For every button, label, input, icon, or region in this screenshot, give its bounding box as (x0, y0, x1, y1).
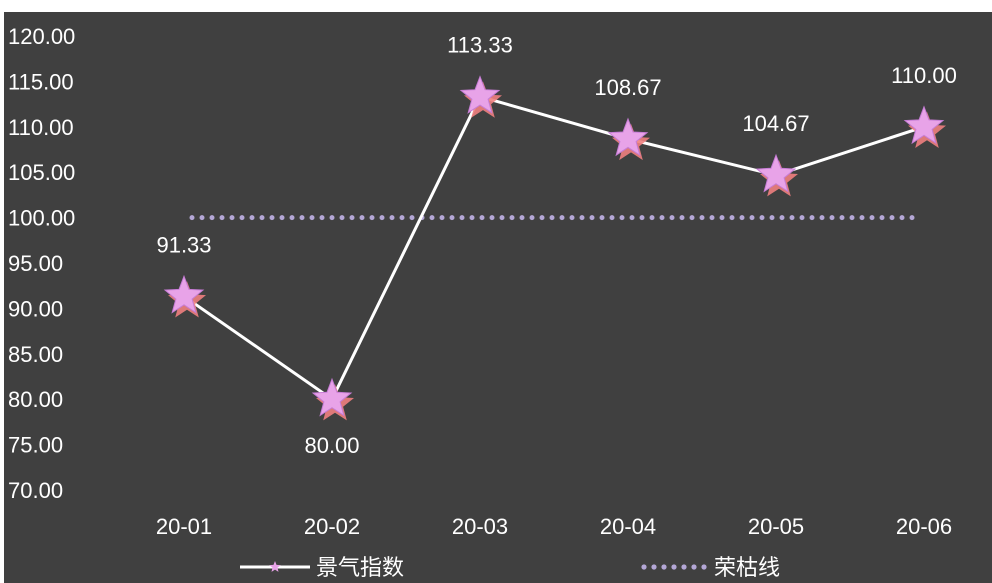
y-tick-label: 120.00 (8, 24, 75, 49)
legend: 景气指数 荣枯线 (240, 556, 780, 581)
y-tick-label: 105.00 (8, 160, 75, 185)
x-axis: 20-01 20-02 20-03 20-04 20-05 20-06 (156, 514, 952, 539)
x-tick-label: 20-03 (452, 514, 508, 539)
legend-dot (651, 564, 657, 570)
y-tick-label: 80.00 (8, 387, 63, 412)
x-tick-label: 20-02 (304, 514, 360, 539)
y-tick-label: 75.00 (8, 433, 63, 458)
x-tick-label: 20-04 (600, 514, 656, 539)
data-label: 104.67 (742, 111, 809, 136)
legend-dotted-swatch (641, 564, 707, 570)
data-point-star (607, 117, 650, 161)
legend-dot (701, 564, 707, 570)
data-label: 80.00 (304, 433, 359, 458)
y-tick-label: 115.00 (8, 69, 74, 94)
legend-dot (661, 564, 667, 570)
y-tick-label: 95.00 (8, 251, 63, 276)
data-point-star (755, 153, 798, 197)
legend-dot (641, 564, 647, 570)
y-tick-label: 90.00 (8, 296, 63, 321)
y-tick-label: 70.00 (8, 478, 63, 503)
plot-area: 91.33 80.00 113.33 108.67 104.67 110.00 (156, 33, 956, 459)
x-tick-label: 20-06 (896, 514, 952, 539)
legend-dot (691, 564, 697, 570)
legend-dot (671, 564, 677, 570)
data-point-star (903, 105, 946, 148)
legend-star-icon (269, 561, 281, 572)
data-point-star (459, 75, 502, 118)
data-label: 113.33 (447, 33, 513, 58)
data-point-star (163, 274, 206, 318)
series-line-index (183, 95, 925, 401)
x-tick-label: 20-01 (156, 514, 212, 539)
legend-label-index: 景气指数 (316, 556, 404, 581)
data-point-star (311, 377, 354, 421)
x-tick-label: 20-05 (748, 514, 804, 539)
y-axis: 70.00 75.00 80.00 85.00 90.00 95.00 100.00 105.… (8, 24, 75, 503)
legend-dot (681, 564, 687, 570)
data-label: 108.67 (594, 75, 661, 100)
y-tick-label: 100.00 (8, 206, 75, 231)
y-tick-label: 110.00 (8, 115, 74, 140)
line-chart: 70.00 75.00 80.00 85.00 90.00 95.00 100.00 105.… (8, 24, 957, 581)
data-label: 110.00 (891, 63, 957, 88)
data-label: 91.33 (156, 232, 211, 257)
legend-label-threshold: 荣枯线 (714, 556, 780, 581)
chart-area: 70.00 75.00 80.00 85.00 90.00 95.00 100.00 105.… (4, 12, 992, 583)
y-tick-label: 85.00 (8, 342, 63, 367)
